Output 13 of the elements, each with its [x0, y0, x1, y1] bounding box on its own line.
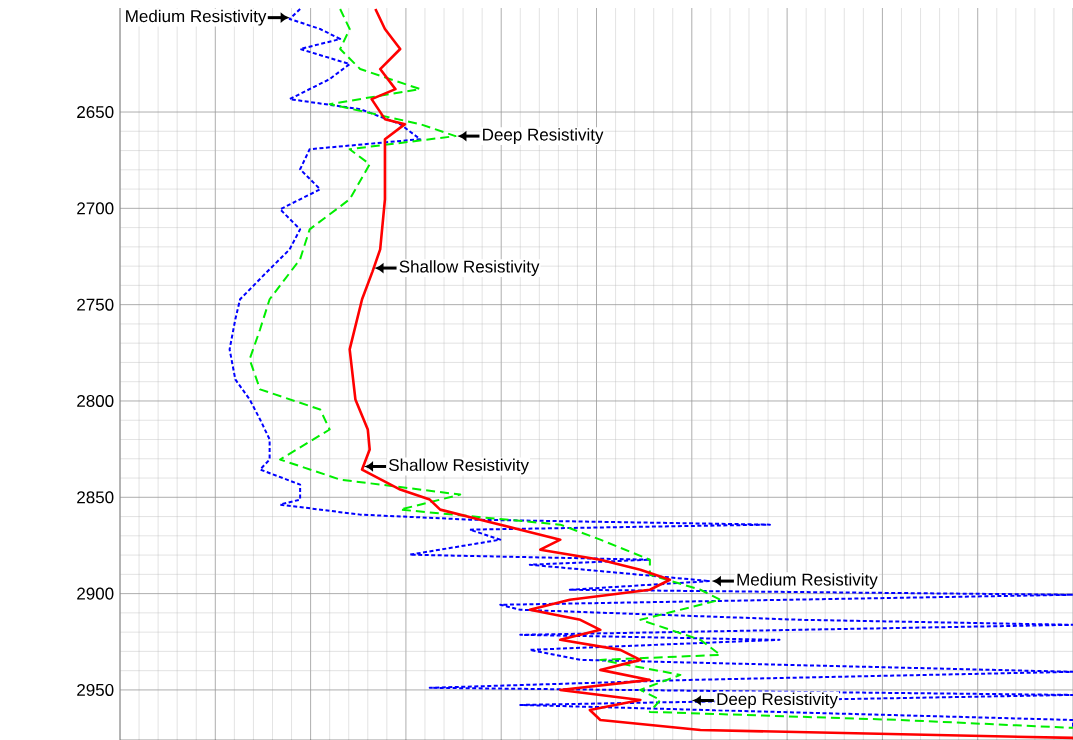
- annotation: Deep Resistivity: [717, 692, 838, 709]
- annotation: Shallow Resistivity: [389, 458, 529, 475]
- y-tick-label: 2650: [77, 106, 114, 119]
- y-tick-label: 2950: [77, 683, 114, 696]
- y-tick-label: 2700: [77, 202, 114, 215]
- annotation: Medium Resistivity: [737, 573, 878, 590]
- y-tick-label: 2800: [77, 394, 114, 407]
- y-tick-label: 2750: [77, 298, 114, 311]
- y-tick-label: 2850: [77, 491, 114, 504]
- annotation: Deep Resistivity: [483, 128, 604, 145]
- annotation: Medium Resistivity: [126, 9, 267, 26]
- annotation: Shallow Resistivity: [399, 260, 540, 276]
- y-tick-label: 2900: [77, 587, 114, 600]
